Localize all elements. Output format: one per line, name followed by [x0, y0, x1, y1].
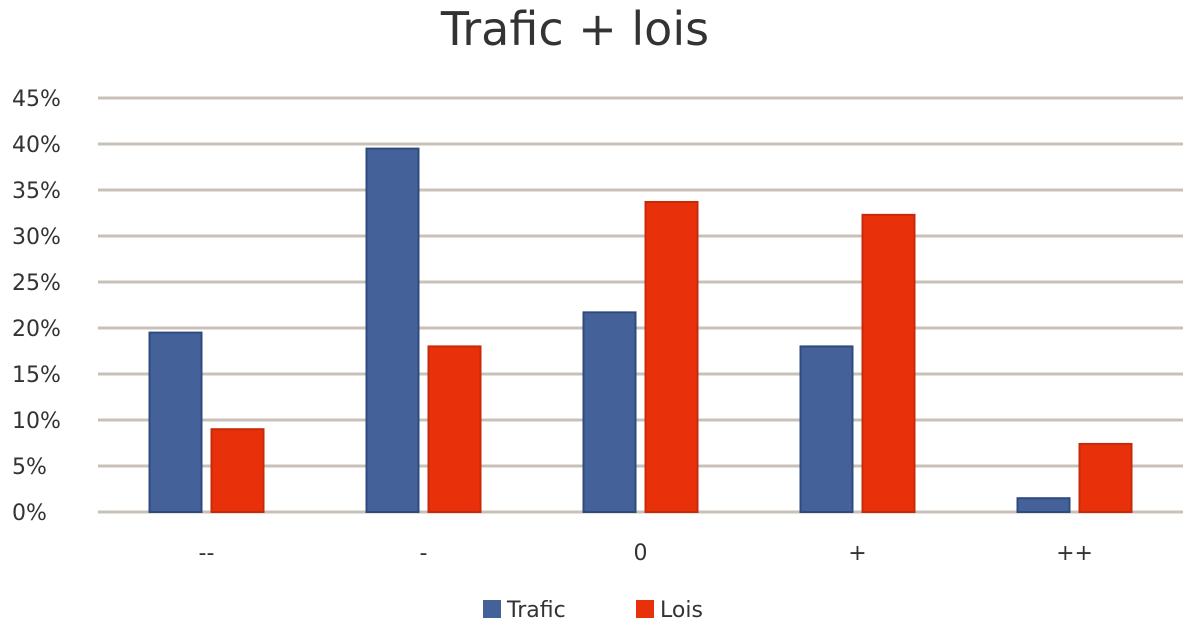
bar-lois-3: [861, 213, 916, 513]
legend: Trafic Lois: [483, 598, 703, 623]
x-tick-label: --: [199, 541, 215, 566]
legend-swatch-trafic: [483, 600, 501, 618]
bar-trafic-3: [799, 345, 854, 513]
bar-trafic-2: [582, 311, 637, 513]
y-tick-label: 45%: [12, 87, 61, 112]
bar-lois-2: [644, 200, 699, 514]
x-tick-label: -: [420, 541, 428, 566]
bar-lois-1: [427, 345, 482, 513]
y-tick-label: 20%: [12, 317, 61, 342]
gridlines: [98, 96, 1183, 514]
bar-trafic-0: [148, 331, 203, 513]
y-tick-label: 0%: [12, 501, 47, 526]
y-tick-label: 25%: [12, 271, 61, 296]
legend-swatch-lois: [636, 600, 654, 618]
y-axis-tick-labels: 0% 5% 10% 15% 20% 25% 30% 35% 40% 45%: [12, 87, 61, 526]
bar-trafic-1: [365, 147, 420, 513]
legend-label: Trafic: [506, 598, 566, 623]
y-tick-label: 35%: [12, 179, 61, 204]
y-tick-label: 30%: [12, 225, 61, 250]
bar-lois-0: [210, 428, 265, 514]
y-tick-label: 15%: [12, 363, 61, 388]
y-tick-label: 40%: [12, 133, 61, 158]
bar-trafic-4: [1016, 497, 1071, 514]
y-tick-label: 5%: [12, 455, 47, 480]
legend-label: Lois: [660, 598, 703, 623]
chart-title: Trafic + lois: [440, 2, 709, 56]
y-tick-label: 10%: [12, 409, 61, 434]
bars: [148, 147, 1133, 514]
bar-lois-4: [1078, 442, 1133, 514]
x-tick-label: ++: [1056, 541, 1093, 566]
x-tick-label: +: [848, 541, 866, 566]
x-tick-label: 0: [634, 541, 648, 566]
x-axis-tick-labels: -- -0 + ++: [199, 541, 1093, 566]
